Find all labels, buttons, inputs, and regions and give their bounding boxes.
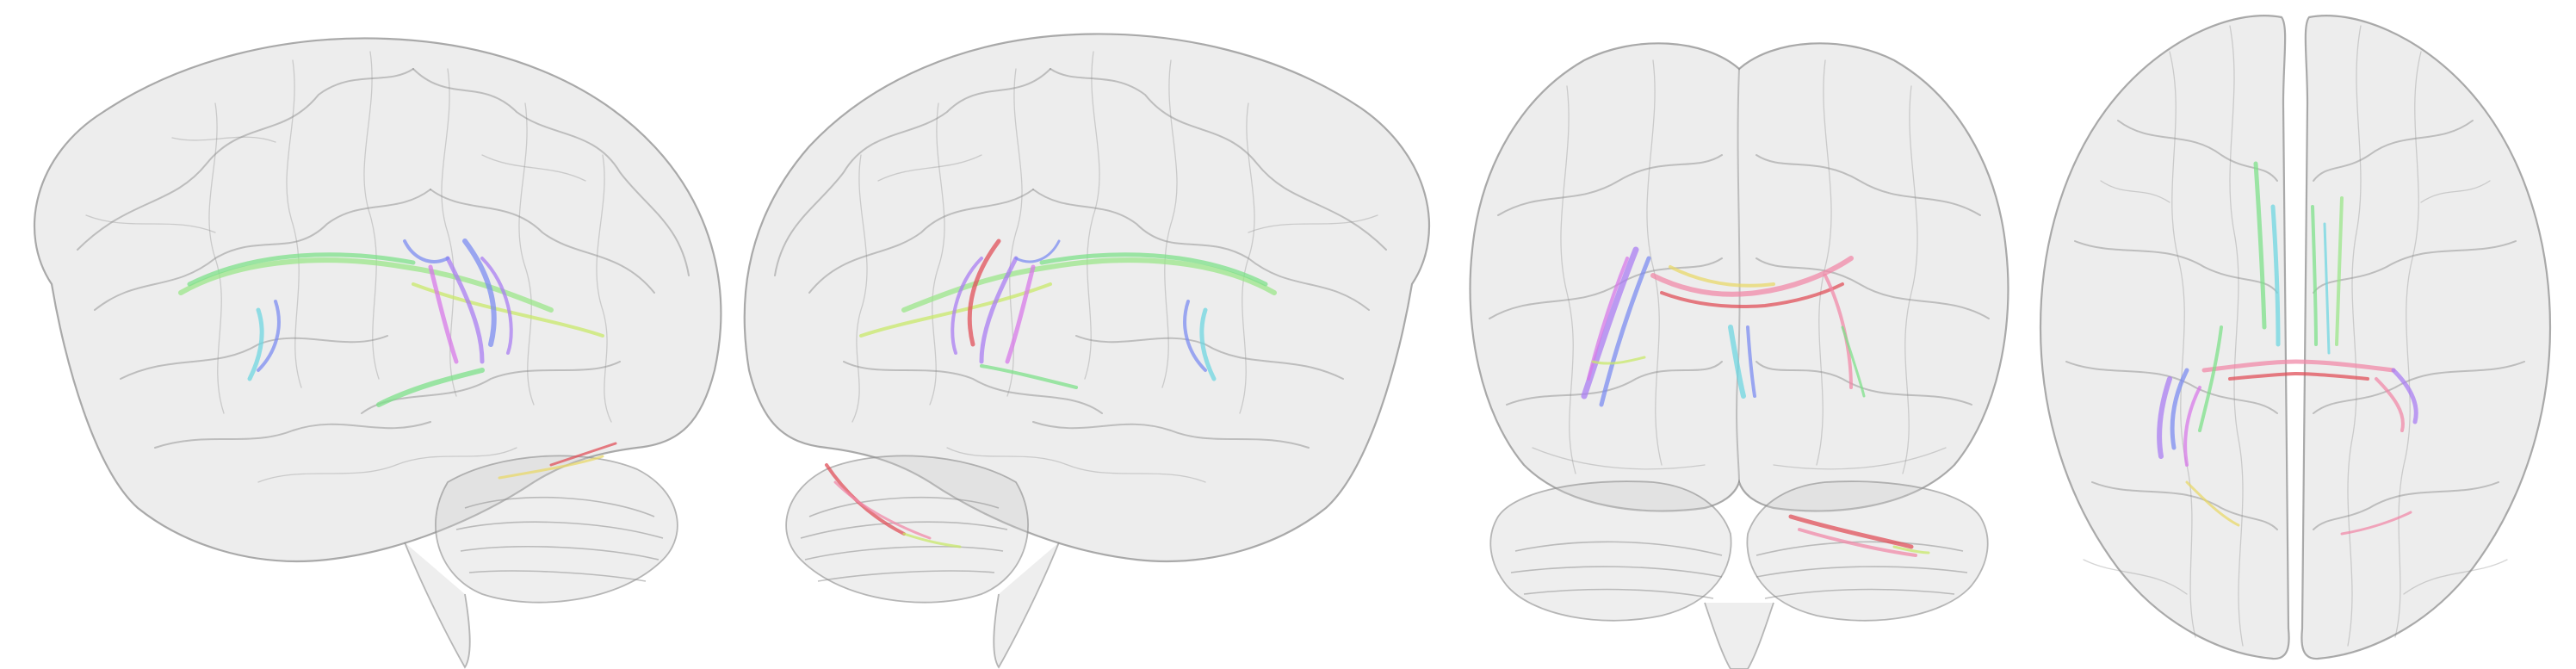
fiber-tracts-left-lateral — [178, 238, 617, 480]
brain-view-left-lateral — [33, 37, 722, 669]
glass-brain-posterior — [1469, 42, 2009, 669]
fiber-tracts-superior — [2157, 161, 2418, 536]
fiber-tracts-posterior — [1581, 246, 1930, 557]
glass-brain-left-lateral — [33, 37, 722, 669]
brain-view-posterior — [1469, 42, 2009, 669]
brain-view-right-lateral — [743, 33, 1431, 669]
glass-brain-right-lateral — [743, 33, 1431, 669]
brain-view-superior — [2039, 15, 2552, 660]
fiber-tracts-right-lateral — [825, 238, 1277, 548]
glass-brain-superior — [2039, 15, 2552, 660]
